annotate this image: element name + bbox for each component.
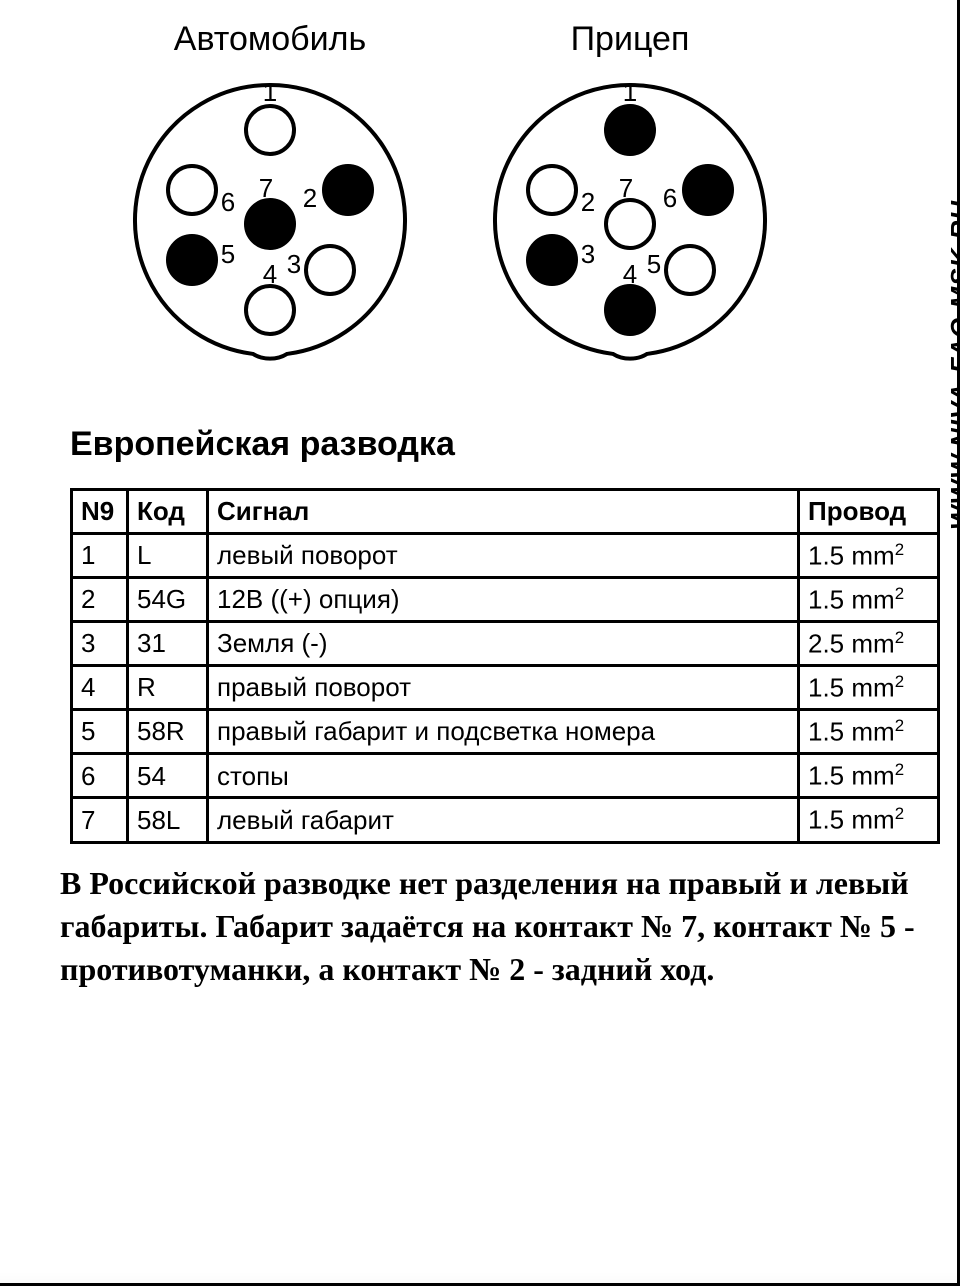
connector-pin-label: 1 bbox=[263, 77, 277, 107]
connector-pin bbox=[606, 286, 654, 334]
table-row: 254G12В ((+) опция)1.5 mm2 bbox=[72, 577, 939, 621]
table-cell: 1.5 mm2 bbox=[799, 665, 939, 709]
table-cell: 4 bbox=[72, 665, 128, 709]
connector-pin bbox=[606, 106, 654, 154]
table-cell: стопы bbox=[208, 754, 799, 798]
table-cell: 12В ((+) опция) bbox=[208, 577, 799, 621]
connector-pin-label: 6 bbox=[221, 187, 235, 217]
connector-pin-label: 7 bbox=[619, 173, 633, 203]
table-cell: 31 bbox=[128, 621, 208, 665]
connector-diagrams: Автомобиль 1234567 Прицеп 1234567 bbox=[120, 20, 927, 365]
table-cell: R bbox=[128, 665, 208, 709]
connector-car-svg: 1 2 345 67 bbox=[120, 65, 420, 365]
connector-pin bbox=[666, 246, 714, 294]
table-cell: 1.5 mm2 bbox=[799, 577, 939, 621]
watermark-text: WWW.NIVA-FAQ.MSK.RU bbox=[945, 200, 960, 530]
connector-pin bbox=[606, 200, 654, 248]
table-cell: левый габарит bbox=[208, 798, 799, 842]
table-cell: 1.5 mm2 bbox=[799, 533, 939, 577]
connector-pin-label: 4 bbox=[263, 259, 277, 289]
connector-pin-label: 1 bbox=[623, 77, 637, 107]
connector-pin-label: 2 bbox=[581, 187, 595, 217]
note-text: В Российской разводке нет разделения на … bbox=[60, 862, 927, 992]
table-header-cell: Код bbox=[128, 490, 208, 534]
table-cell: 54G bbox=[128, 577, 208, 621]
connector-pin bbox=[528, 166, 576, 214]
table-cell: левый поворот bbox=[208, 533, 799, 577]
connector-pin bbox=[246, 286, 294, 334]
section-heading: Европейская разводка bbox=[70, 425, 927, 464]
table-cell: 1.5 mm2 bbox=[799, 754, 939, 798]
connector-pin bbox=[528, 236, 576, 284]
table-body: 1Lлевый поворот1.5 mm2254G12В ((+) опция… bbox=[72, 533, 939, 842]
diagram-trailer: Прицеп 1 2 345 67 bbox=[480, 20, 780, 365]
connector-pin-label: 7 bbox=[259, 173, 273, 203]
diagram-car: Автомобиль 1 2 345 67 bbox=[120, 20, 420, 365]
table-cell: 1.5 mm2 bbox=[799, 798, 939, 842]
connector-trailer-svg: 1 2 345 67 bbox=[480, 65, 780, 365]
connector-pin bbox=[246, 200, 294, 248]
diagram-trailer-title: Прицеп bbox=[480, 20, 780, 59]
table-cell: Земля (-) bbox=[208, 621, 799, 665]
connector-pin-label: 5 bbox=[647, 249, 661, 279]
connector-pin bbox=[246, 106, 294, 154]
table-row: 331Земля (-)2.5 mm2 bbox=[72, 621, 939, 665]
table-cell: 6 bbox=[72, 754, 128, 798]
connector-pin-label: 3 bbox=[581, 239, 595, 269]
table-row: 1Lлевый поворот1.5 mm2 bbox=[72, 533, 939, 577]
connector-pin bbox=[168, 166, 216, 214]
table-header-cell: Провод bbox=[799, 490, 939, 534]
table-header-cell: N9 bbox=[72, 490, 128, 534]
table-cell: 2.5 mm2 bbox=[799, 621, 939, 665]
table-cell: 3 bbox=[72, 621, 128, 665]
table-row: 4Rправый поворот1.5 mm2 bbox=[72, 665, 939, 709]
connector-pin-label: 4 bbox=[623, 259, 637, 289]
connector-pin bbox=[324, 166, 372, 214]
table-cell: 58R bbox=[128, 710, 208, 754]
connector-pin-label: 5 bbox=[221, 239, 235, 269]
table-cell: 1 bbox=[72, 533, 128, 577]
table-cell: L bbox=[128, 533, 208, 577]
connector-pin bbox=[306, 246, 354, 294]
table-cell: правый поворот bbox=[208, 665, 799, 709]
diagram-car-title: Автомобиль bbox=[120, 20, 420, 59]
table-row: 654стопы1.5 mm2 bbox=[72, 754, 939, 798]
table-cell: 54 bbox=[128, 754, 208, 798]
pinout-table: N9КодСигналПровод 1Lлевый поворот1.5 mm2… bbox=[70, 488, 940, 844]
connector-pin bbox=[168, 236, 216, 284]
table-row: 758Lлевый габарит1.5 mm2 bbox=[72, 798, 939, 842]
connector-pin bbox=[684, 166, 732, 214]
table-cell: 2 bbox=[72, 577, 128, 621]
connector-pin-label: 3 bbox=[287, 249, 301, 279]
table-cell: правый габарит и подсветка номера bbox=[208, 710, 799, 754]
page: WWW.NIVA-FAQ.MSK.RU Автомобиль 1234567 П… bbox=[0, 0, 960, 1286]
table-row: 558Rправый габарит и подсветка номера1.5… bbox=[72, 710, 939, 754]
table-cell: 1.5 mm2 bbox=[799, 710, 939, 754]
connector-pin-label: 6 bbox=[663, 183, 677, 213]
table-header-cell: Сигнал bbox=[208, 490, 799, 534]
table-cell: 58L bbox=[128, 798, 208, 842]
table-cell: 7 bbox=[72, 798, 128, 842]
table-header-row: N9КодСигналПровод bbox=[72, 490, 939, 534]
table-cell: 5 bbox=[72, 710, 128, 754]
connector-pin-label: 2 bbox=[303, 183, 317, 213]
